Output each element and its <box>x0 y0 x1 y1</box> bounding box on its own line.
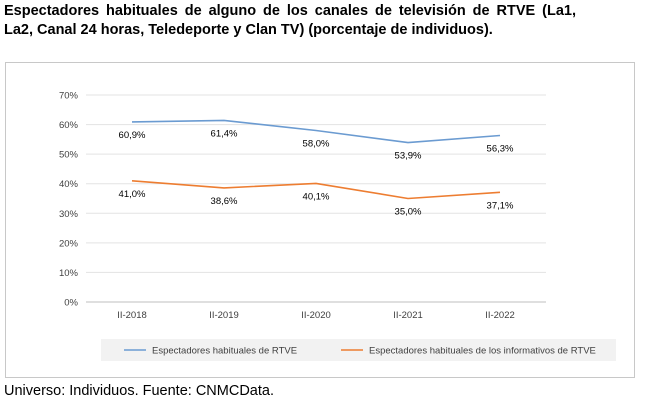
y-tick-label: 40% <box>59 179 79 190</box>
x-tick-label: II-2018 <box>117 310 147 321</box>
y-tick-label: 60% <box>59 120 79 131</box>
legend: Espectadores habituales de RTVE Espectado… <box>101 339 616 361</box>
legend-entry: Espectadores habituales de RTVE <box>152 346 297 357</box>
data-label: 58,0% <box>303 138 330 149</box>
data-label: 53,9% <box>395 151 422 162</box>
x-tick-label: II-2019 <box>209 310 239 321</box>
data-label: 40,1% <box>303 191 330 202</box>
y-tick-label: 0% <box>64 298 78 309</box>
series-line <box>131 119 501 144</box>
series-lines <box>131 119 501 200</box>
data-label: 38,6% <box>211 196 238 207</box>
y-tick-label: 30% <box>59 209 79 220</box>
data-label: 41,0% <box>119 189 146 200</box>
data-label: 60,9% <box>119 130 146 141</box>
legend-entry: Espectadores habituales de los informati… <box>369 346 596 357</box>
line-chart: 0%10%20%30%40%50%60%70% II-2018 II-2019 II… <box>59 91 616 361</box>
data-label: 61,4% <box>211 128 238 139</box>
x-tick-label: II-2021 <box>393 310 423 321</box>
source-footnote: Universo: Individuos. Fuente: CNMCData. <box>4 383 274 399</box>
y-tick-label: 20% <box>59 238 79 249</box>
x-tick-label: II-2020 <box>301 310 331 321</box>
y-tick-label: 10% <box>59 268 79 279</box>
series-line <box>131 180 501 200</box>
x-tick-label: II-2022 <box>485 310 515 321</box>
y-tick-label: 70% <box>59 91 79 102</box>
chart-frame: 0% 10% 20% 30% 40% 50% 60% 70% II-2018 II-2019 II… <box>5 62 635 378</box>
x-axis-ticks: II-2018 II-2019 II-2020 II-2021 II-2022 <box>117 310 515 321</box>
data-label: 56,3% <box>487 144 514 155</box>
y-axis-ticks: 0% 10% 20% 30% 40% 50% 60% 70% <box>59 91 79 309</box>
data-label: 37,1% <box>487 200 514 211</box>
y-tick-label: 50% <box>59 150 79 161</box>
chart-title: Espectadores habituales de alguno de los… <box>4 3 576 38</box>
data-label: 35,0% <box>395 207 422 218</box>
data-labels: 60,9% 61,4% 58,0% 53,9% 56,3% 41,0% 38,6% 40,1%… <box>119 128 514 217</box>
